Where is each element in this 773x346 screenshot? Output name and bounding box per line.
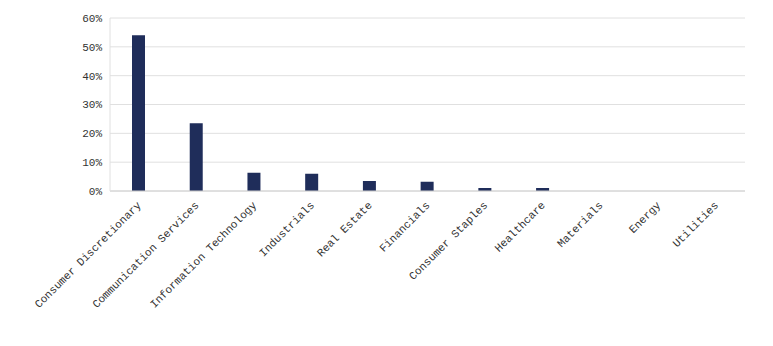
svg-text:40%: 40% xyxy=(82,71,102,83)
svg-text:20%: 20% xyxy=(82,128,102,140)
svg-text:Information Technology: Information Technology xyxy=(148,199,259,310)
svg-text:Financials: Financials xyxy=(377,199,432,254)
svg-text:30%: 30% xyxy=(82,99,102,111)
svg-text:Utilities: Utilities xyxy=(671,199,722,250)
svg-text:10%: 10% xyxy=(82,157,102,169)
svg-text:0%: 0% xyxy=(89,186,103,198)
svg-text:50%: 50% xyxy=(82,42,102,54)
svg-text:Real Estate: Real Estate xyxy=(315,199,375,259)
svg-text:Materials: Materials xyxy=(555,199,606,250)
svg-text:Communication Services: Communication Services xyxy=(90,199,201,310)
svg-text:Consumer Staples: Consumer Staples xyxy=(407,199,490,282)
svg-text:60%: 60% xyxy=(82,13,102,25)
svg-text:Industrials: Industrials xyxy=(257,199,317,259)
svg-text:Healthcare: Healthcare xyxy=(493,199,548,254)
svg-text:Energy: Energy xyxy=(627,199,664,236)
svg-text:Consumer Discretionary: Consumer Discretionary xyxy=(33,199,144,310)
